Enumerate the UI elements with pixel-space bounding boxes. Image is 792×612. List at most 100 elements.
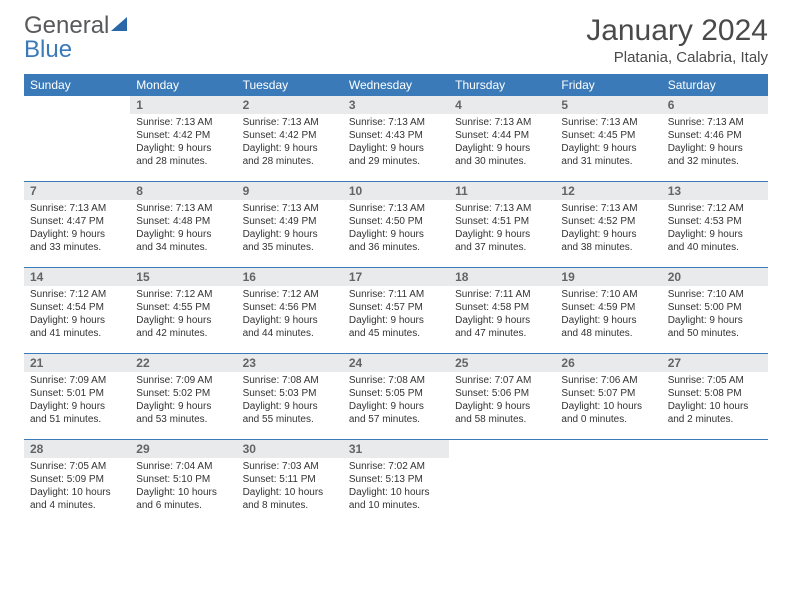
daylight-text-2: and 58 minutes. [455,413,549,426]
daylight-text-1: Daylight: 9 hours [136,314,230,327]
daylight-text-1: Daylight: 9 hours [349,314,443,327]
logo: GeneralBlue [24,14,127,62]
day-number: 14 [24,268,130,286]
sunset-text: Sunset: 4:51 PM [455,215,549,228]
sunrise-text: Sunrise: 7:10 AM [668,288,762,301]
day-number: 10 [343,182,449,200]
sunset-text: Sunset: 4:57 PM [349,301,443,314]
day-details: Sunrise: 7:07 AMSunset: 5:06 PMDaylight:… [449,372,555,430]
day-details: Sunrise: 7:12 AMSunset: 4:53 PMDaylight:… [662,200,768,258]
sunrise-text: Sunrise: 7:13 AM [349,116,443,129]
sunrise-text: Sunrise: 7:13 AM [243,202,337,215]
calendar-cell: 12Sunrise: 7:13 AMSunset: 4:52 PMDayligh… [555,182,661,268]
day-header-wednesday: Wednesday [343,74,449,96]
sunset-text: Sunset: 4:55 PM [136,301,230,314]
daylight-text-1: Daylight: 9 hours [668,228,762,241]
page-header: GeneralBlue January 2024 Platania, Calab… [24,14,768,66]
day-number: 6 [662,96,768,114]
calendar-cell: 19Sunrise: 7:10 AMSunset: 4:59 PMDayligh… [555,268,661,354]
daylight-text-1: Daylight: 9 hours [668,142,762,155]
day-number: 24 [343,354,449,372]
sunset-text: Sunset: 4:56 PM [243,301,337,314]
sunset-text: Sunset: 5:09 PM [30,473,124,486]
daylight-text-1: Daylight: 10 hours [561,400,655,413]
sunset-text: Sunset: 4:44 PM [455,129,549,142]
daylight-text-2: and 34 minutes. [136,241,230,254]
calendar-body: 1Sunrise: 7:13 AMSunset: 4:42 PMDaylight… [24,96,768,525]
day-details: Sunrise: 7:13 AMSunset: 4:51 PMDaylight:… [449,200,555,258]
calendar-cell: 5Sunrise: 7:13 AMSunset: 4:45 PMDaylight… [555,96,661,182]
daylight-text-1: Daylight: 9 hours [349,228,443,241]
calendar-cell [662,440,768,526]
location-label: Platania, Calabria, Italy [586,49,768,66]
daylight-text-1: Daylight: 9 hours [455,142,549,155]
daylight-text-2: and 31 minutes. [561,155,655,168]
sunrise-text: Sunrise: 7:10 AM [561,288,655,301]
sunset-text: Sunset: 5:03 PM [243,387,337,400]
calendar-cell [555,440,661,526]
sunrise-text: Sunrise: 7:13 AM [349,202,443,215]
daylight-text-2: and 6 minutes. [136,499,230,512]
sunset-text: Sunset: 5:08 PM [668,387,762,400]
calendar-cell: 13Sunrise: 7:12 AMSunset: 4:53 PMDayligh… [662,182,768,268]
calendar-cell: 1Sunrise: 7:13 AMSunset: 4:42 PMDaylight… [130,96,236,182]
day-details: Sunrise: 7:13 AMSunset: 4:50 PMDaylight:… [343,200,449,258]
day-details: Sunrise: 7:13 AMSunset: 4:44 PMDaylight:… [449,114,555,172]
daylight-text-2: and 40 minutes. [668,241,762,254]
sunrise-text: Sunrise: 7:07 AM [455,374,549,387]
sunrise-text: Sunrise: 7:08 AM [349,374,443,387]
daylight-text-2: and 33 minutes. [30,241,124,254]
sunrise-text: Sunrise: 7:13 AM [668,116,762,129]
sunset-text: Sunset: 5:01 PM [30,387,124,400]
sunset-text: Sunset: 4:54 PM [30,301,124,314]
sunrise-text: Sunrise: 7:05 AM [30,460,124,473]
sunset-text: Sunset: 4:52 PM [561,215,655,228]
calendar-cell: 24Sunrise: 7:08 AMSunset: 5:05 PMDayligh… [343,354,449,440]
sunrise-text: Sunrise: 7:12 AM [668,202,762,215]
day-details: Sunrise: 7:10 AMSunset: 5:00 PMDaylight:… [662,286,768,344]
day-number: 31 [343,440,449,458]
sunrise-text: Sunrise: 7:13 AM [455,202,549,215]
day-details: Sunrise: 7:13 AMSunset: 4:48 PMDaylight:… [130,200,236,258]
day-number: 23 [237,354,343,372]
sunset-text: Sunset: 4:58 PM [455,301,549,314]
sunrise-text: Sunrise: 7:11 AM [349,288,443,301]
day-header-tuesday: Tuesday [237,74,343,96]
calendar-cell: 2Sunrise: 7:13 AMSunset: 4:42 PMDaylight… [237,96,343,182]
day-header-thursday: Thursday [449,74,555,96]
sunset-text: Sunset: 5:10 PM [136,473,230,486]
calendar-cell: 6 Sunrise: 7:13 AMSunset: 4:46 PMDaylight… [662,96,768,182]
day-number: 25 [449,354,555,372]
daylight-text-2: and 44 minutes. [243,327,337,340]
day-header-saturday: Saturday [662,74,768,96]
calendar-cell: 3Sunrise: 7:13 AMSunset: 4:43 PMDaylight… [343,96,449,182]
calendar-week-row: 1Sunrise: 7:13 AMSunset: 4:42 PMDaylight… [24,96,768,182]
calendar-cell: 11Sunrise: 7:13 AMSunset: 4:51 PMDayligh… [449,182,555,268]
sunset-text: Sunset: 4:46 PM [668,129,762,142]
daylight-text-2: and 28 minutes. [243,155,337,168]
day-number: 13 [662,182,768,200]
daylight-text-2: and 10 minutes. [349,499,443,512]
daylight-text-1: Daylight: 9 hours [455,228,549,241]
sunset-text: Sunset: 5:13 PM [349,473,443,486]
sunrise-text: Sunrise: 7:05 AM [668,374,762,387]
calendar-cell: 17Sunrise: 7:11 AMSunset: 4:57 PMDayligh… [343,268,449,354]
day-header-friday: Friday [555,74,661,96]
day-details: Sunrise: 7:09 AMSunset: 5:01 PMDaylight:… [24,372,130,430]
sunrise-text: Sunrise: 7:13 AM [561,202,655,215]
calendar-cell: 7Sunrise: 7:13 AMSunset: 4:47 PMDaylight… [24,182,130,268]
daylight-text-1: Daylight: 9 hours [455,400,549,413]
day-details: Sunrise: 7:08 AMSunset: 5:03 PMDaylight:… [237,372,343,430]
day-details: Sunrise: 7:12 AMSunset: 4:56 PMDaylight:… [237,286,343,344]
calendar-cell: 22Sunrise: 7:09 AMSunset: 5:02 PMDayligh… [130,354,236,440]
day-details: Sunrise: 7:06 AMSunset: 5:07 PMDaylight:… [555,372,661,430]
day-details: Sunrise: 7:12 AMSunset: 4:54 PMDaylight:… [24,286,130,344]
calendar-cell: 21Sunrise: 7:09 AMSunset: 5:01 PMDayligh… [24,354,130,440]
day-details: Sunrise: 7:11 AMSunset: 4:57 PMDaylight:… [343,286,449,344]
daylight-text-1: Daylight: 9 hours [349,400,443,413]
daylight-text-2: and 2 minutes. [668,413,762,426]
calendar-cell: 27Sunrise: 7:05 AMSunset: 5:08 PMDayligh… [662,354,768,440]
calendar-cell: 14Sunrise: 7:12 AMSunset: 4:54 PMDayligh… [24,268,130,354]
calendar-cell: 28Sunrise: 7:05 AMSunset: 5:09 PMDayligh… [24,440,130,526]
day-number: 12 [555,182,661,200]
